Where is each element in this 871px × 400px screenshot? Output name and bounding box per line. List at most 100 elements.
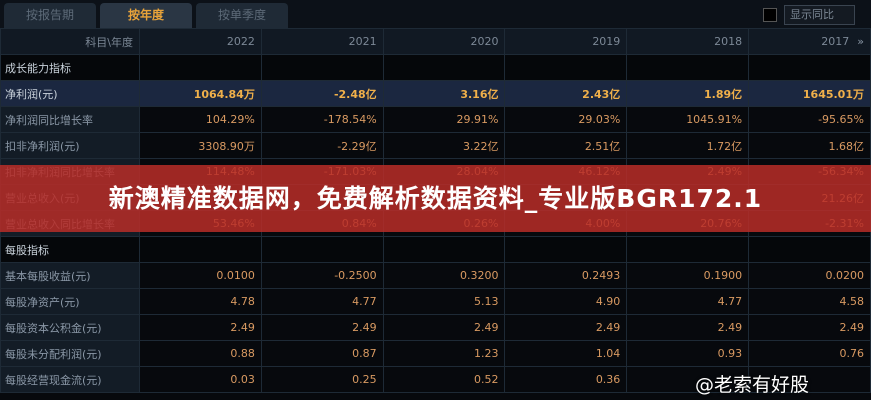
row-label: 净利润同比增长率 [0,106,140,133]
banner-title: 新澳精准数据网，免费解析数据资料_专业版BGR172.1 [108,184,763,213]
cell-value: 0.36 [504,366,628,393]
cell-value: 0.0100 [139,262,262,289]
cell-value: 4.77 [626,288,750,315]
show-yoy-button[interactable]: 显示同比 [784,5,855,25]
tab-by-quarter[interactable]: 按单季度 [196,3,288,28]
tab-bar: 按报告期 按年度 按单季度 显示同比 [0,0,871,28]
tab-by-year[interactable]: 按年度 [100,3,192,28]
table-row[interactable]: 净利润同比增长率 104.29% -178.54% 29.91% 29.03% 1045.… [0,106,871,133]
cell-value [382,236,506,263]
cell-value [504,54,628,81]
cell-value: 4.77 [260,288,384,315]
year-header[interactable]: 2020 [382,28,506,55]
row-label: 每股经营现金流(元) [0,366,140,393]
table-row[interactable]: 净利润(元) 1064.84万 -2.48亿 3.16亿 2.43亿 1.89亿 1645.… [0,80,871,107]
cell-value [626,236,750,263]
overlay-banner: 新澳精准数据网，免费解析数据资料_专业版BGR172.1 [0,165,871,232]
more-columns-icon[interactable]: » [857,35,864,48]
cell-value: 0.03 [139,366,262,393]
row-label: 每股净资产(元) [0,288,140,315]
year-header[interactable]: 2022 [139,28,262,55]
cell-value: 1.72亿 [626,132,750,159]
cell-value [748,236,871,263]
cell-value: 0.87 [260,340,384,367]
cell-value: 0.52 [382,366,506,393]
year-header-text[interactable]: 2017 [821,35,850,48]
table-row[interactable]: 每股净资产(元) 4.78 4.77 5.13 4.90 4.77 4.58 [0,288,871,315]
header-label: 科目\年度 [0,28,140,55]
cell-value: 1.89亿 [626,80,750,107]
cell-value: 2.49 [382,314,506,341]
cell-value: 2.43亿 [504,80,628,107]
row-label: 基本每股收益(元) [0,262,140,289]
cell-value [748,54,871,81]
row-label: 每股指标 [0,236,140,263]
show-yoy-checkbox[interactable] [763,8,777,22]
cell-value: 2.49 [139,314,262,341]
cell-value [139,54,262,81]
row-label: 每股资本公积金(元) [0,314,140,341]
table-row[interactable]: 每股未分配利润(元) 0.88 0.87 1.23 1.04 0.93 0.76 [0,340,871,367]
cell-value: 0.3200 [382,262,506,289]
cell-value: 0.93 [626,340,750,367]
cell-value: 2.49 [504,314,628,341]
header-row: 科目\年度 2022 2021 2020 2019 2018 2017 » [0,28,871,55]
cell-value: 104.29% [139,106,262,133]
cell-value: 0.2493 [504,262,628,289]
cell-value: 0.25 [260,366,384,393]
cell-value: 1045.91% [626,106,750,133]
cell-value: 4.90 [504,288,628,315]
cell-value: -95.65% [748,106,871,133]
table-row[interactable]: 成长能力指标 [0,54,871,81]
cell-value [382,54,506,81]
row-label: 成长能力指标 [0,54,140,81]
cell-value: 4.78 [139,288,262,315]
cell-value: 0.0200 [748,262,871,289]
cell-value: 0.1900 [626,262,750,289]
cell-value: -2.48亿 [260,80,384,107]
cell-value: 5.13 [382,288,506,315]
cell-value [260,236,384,263]
tab-by-report-period[interactable]: 按报告期 [4,3,96,28]
cell-value: -178.54% [260,106,384,133]
year-header[interactable]: 2021 [260,28,384,55]
cell-value: -2.29亿 [260,132,384,159]
cell-value [504,236,628,263]
cell-value: 1645.01万 [748,80,871,107]
table-row[interactable]: 扣非净利润(元) 3308.90万 -2.29亿 3.22亿 2.51亿 1.72亿 1.6… [0,132,871,159]
cell-value: 1064.84万 [139,80,262,107]
cell-value: 2.51亿 [504,132,628,159]
cell-value: 1.68亿 [748,132,871,159]
cell-value [626,54,750,81]
table-row[interactable]: 每股指标 [0,236,871,263]
cell-value [139,236,262,263]
row-label: 扣非净利润(元) [0,132,140,159]
cell-value: 3.22亿 [382,132,506,159]
cell-value [748,366,871,393]
cell-value: 3.16亿 [382,80,506,107]
table-row[interactable]: 每股经营现金流(元) 0.03 0.25 0.52 0.36 [0,366,871,393]
table-row[interactable]: 基本每股收益(元) 0.0100 -0.2500 0.3200 0.2493 0.1900… [0,262,871,289]
watermark: @老索有好股 [695,374,810,396]
cell-value: 4.58 [748,288,871,315]
cell-value: 2.49 [626,314,750,341]
year-header[interactable]: 2018 [626,28,750,55]
cell-value: 29.03% [504,106,628,133]
year-header: 2017 » [748,28,871,55]
table-row[interactable]: 每股资本公积金(元) 2.49 2.49 2.49 2.49 2.49 2.49 [0,314,871,341]
cell-value: 2.49 [748,314,871,341]
financial-table: 科目\年度 2022 2021 2020 2019 2018 2017 » 成长能… [0,28,871,393]
year-header[interactable]: 2019 [504,28,628,55]
cell-value: 1.23 [382,340,506,367]
row-label: 每股未分配利润(元) [0,340,140,367]
cell-value: 0.76 [748,340,871,367]
cell-value: 29.91% [382,106,506,133]
cell-value: 0.88 [139,340,262,367]
cell-value [260,54,384,81]
cell-value: 3308.90万 [139,132,262,159]
cell-value: -0.2500 [260,262,384,289]
cell-value [626,366,750,393]
row-label: 净利润(元) [0,80,140,107]
cell-value: 1.04 [504,340,628,367]
cell-value: 2.49 [260,314,384,341]
